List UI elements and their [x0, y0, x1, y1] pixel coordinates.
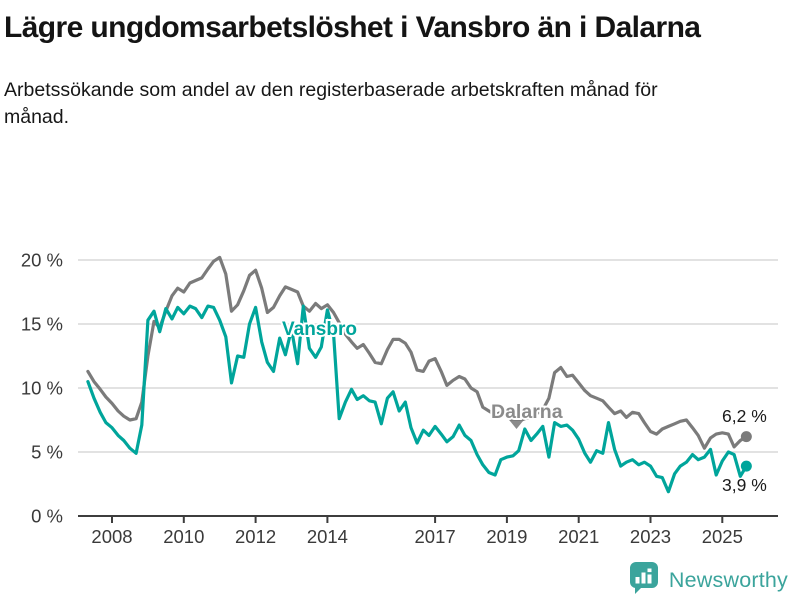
series-end-dot-vansbro [740, 460, 752, 472]
y-axis-tick-label: 15 % [21, 314, 63, 335]
series-label-vansbro: Vansbro [282, 319, 357, 340]
y-axis-tick-label: 10 % [21, 378, 63, 399]
y-axis-tick-label: 20 % [21, 250, 63, 271]
newsworthy-brand: Newsworthy [627, 561, 788, 600]
x-axis-tick-label: 2014 [307, 526, 348, 547]
y-axis-tick-label: 0 % [31, 506, 63, 527]
x-axis-tick-label: 2012 [235, 526, 276, 547]
series-end-dot-dalarna [740, 431, 752, 443]
y-axis-tick-label: 5 % [31, 442, 63, 463]
series-line-vansbro [86, 304, 749, 494]
unemployment-line-chart: 0 % 5 % 10 % 15 % 20 % 2008 2010 2012 2014 2017 20… [0, 218, 800, 558]
page-title: Lägre ungdomsarbetslöshet i Vansbro än i… [4, 11, 701, 44]
x-axis-tick-label: 2019 [486, 526, 527, 547]
x-axis-tick-label: 2023 [630, 526, 671, 547]
x-axis-tick-label: 2010 [163, 526, 204, 547]
x-axis-tick-label: 2008 [91, 526, 132, 547]
newsworthy-logo-icon [627, 561, 661, 600]
series-label-dalarna: Dalarna [491, 401, 563, 423]
series-line-dalarna [86, 255, 749, 450]
x-axis-tick-label: 2021 [558, 526, 599, 547]
x-axis-tick-label: 2017 [415, 526, 456, 547]
x-axis-tick-label: 2025 [702, 526, 743, 547]
end-value-label: 3,9 % [722, 475, 767, 495]
newsworthy-wordmark: Newsworthy [668, 568, 788, 592]
series-label-arrow [510, 421, 523, 429]
chart-canvas: 0 % 5 % 10 % 15 % 20 % 2008 2010 2012 2014 2017 20… [21, 250, 778, 547]
page-subtitle: Arbetssökande som andel av den registerb… [4, 79, 658, 129]
end-value-label: 6,2 % [722, 406, 767, 426]
